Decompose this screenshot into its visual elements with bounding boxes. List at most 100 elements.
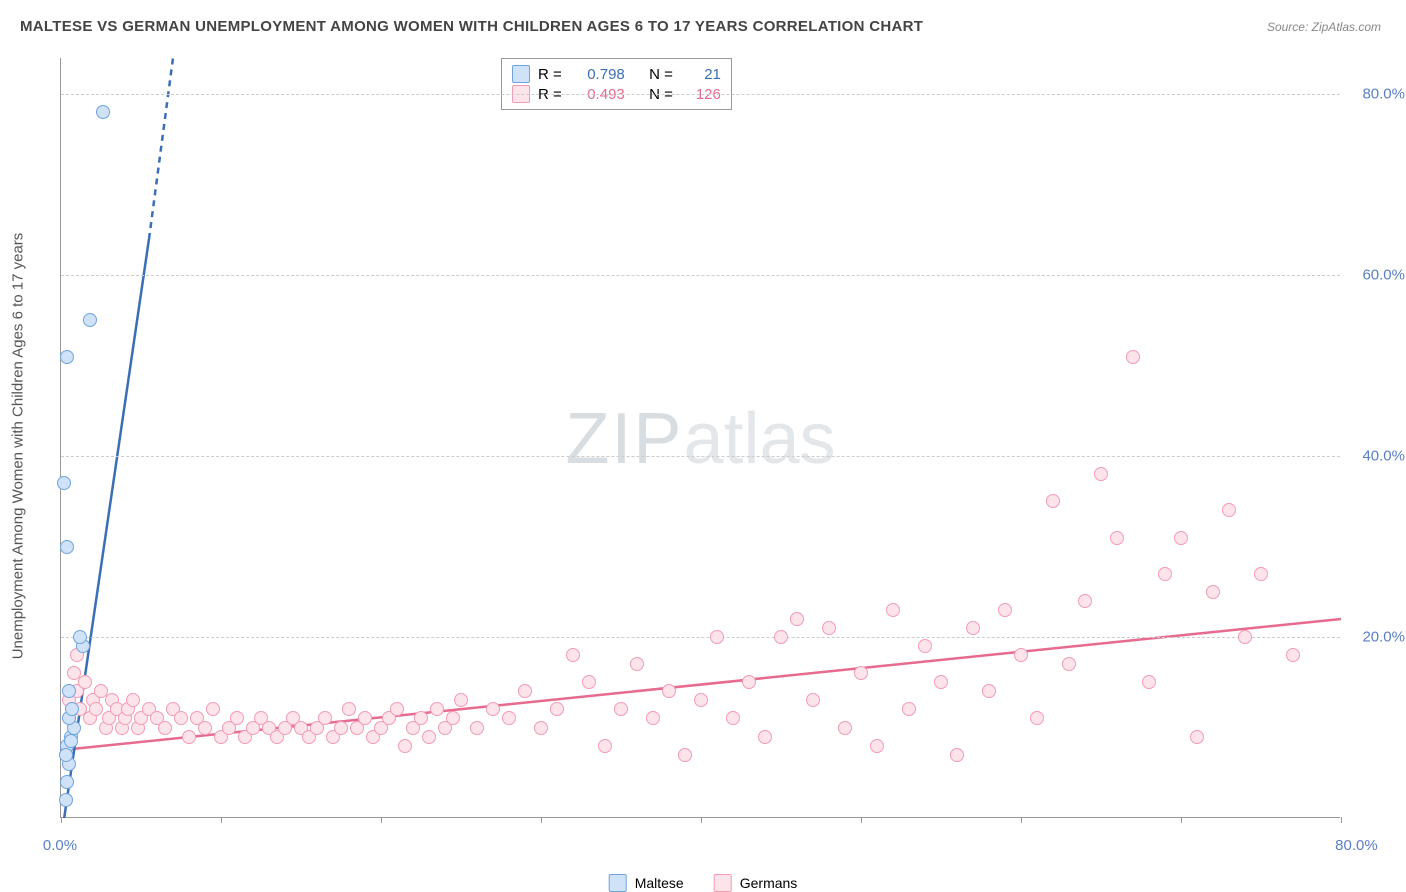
data-point xyxy=(59,793,73,807)
data-point xyxy=(198,721,212,735)
data-point xyxy=(598,739,612,753)
data-point xyxy=(1046,494,1060,508)
plot-area: ZIPatlas R = 0.798 N = 21 R = 0.493 N = … xyxy=(60,58,1340,818)
maltese-n-value: 21 xyxy=(681,66,721,83)
x-tick xyxy=(381,817,382,823)
y-tick-label: 80.0% xyxy=(1362,86,1405,103)
data-point xyxy=(422,730,436,744)
watermark-zip: ZIP xyxy=(565,399,683,479)
data-point xyxy=(60,350,74,364)
data-point xyxy=(998,603,1012,617)
data-point xyxy=(65,702,79,716)
x-tick xyxy=(701,817,702,823)
data-point xyxy=(902,702,916,716)
legend-label-maltese: Maltese xyxy=(635,875,684,891)
data-point xyxy=(1126,350,1140,364)
data-point xyxy=(174,711,188,725)
data-point xyxy=(182,730,196,744)
gridline xyxy=(61,94,1340,95)
data-point xyxy=(982,684,996,698)
legend-item-maltese: Maltese xyxy=(609,874,684,892)
source-prefix: Source: xyxy=(1267,20,1312,34)
data-point xyxy=(822,621,836,635)
data-point xyxy=(1190,730,1204,744)
data-point xyxy=(918,639,932,653)
x-tick xyxy=(61,817,62,823)
data-point xyxy=(550,702,564,716)
data-point xyxy=(534,721,548,735)
x-tick xyxy=(1021,817,1022,823)
y-tick-label: 20.0% xyxy=(1362,629,1405,646)
data-point xyxy=(886,603,900,617)
data-point xyxy=(806,693,820,707)
data-point xyxy=(1174,531,1188,545)
data-point xyxy=(1062,657,1076,671)
data-point xyxy=(758,730,772,744)
data-point xyxy=(1222,503,1236,517)
data-point xyxy=(73,630,87,644)
data-point xyxy=(390,702,404,716)
r-label: R = xyxy=(538,66,562,83)
data-point xyxy=(1206,585,1220,599)
stat-row-maltese: R = 0.798 N = 21 xyxy=(512,65,721,83)
watermark: ZIPatlas xyxy=(565,398,835,480)
data-point xyxy=(342,702,356,716)
source-value: ZipAtlas.com xyxy=(1312,20,1381,34)
legend-item-germans: Germans xyxy=(714,874,798,892)
data-point xyxy=(630,657,644,671)
chart-title: MALTESE VS GERMAN UNEMPLOYMENT AMONG WOM… xyxy=(20,18,923,35)
data-point xyxy=(64,734,78,748)
x-tick xyxy=(221,817,222,823)
data-point xyxy=(694,693,708,707)
x-tick xyxy=(861,817,862,823)
swatch-maltese-legend xyxy=(609,874,627,892)
data-point xyxy=(710,630,724,644)
gridline xyxy=(61,275,1340,276)
data-point xyxy=(582,675,596,689)
data-point xyxy=(446,711,460,725)
legend-label-germans: Germans xyxy=(740,875,798,891)
data-point xyxy=(1030,711,1044,725)
maltese-r-value: 0.798 xyxy=(570,66,625,83)
data-point xyxy=(774,630,788,644)
data-point xyxy=(614,702,628,716)
x-axis-min-label: 0.0% xyxy=(43,837,77,854)
data-point xyxy=(60,540,74,554)
data-point xyxy=(1078,594,1092,608)
data-point xyxy=(358,711,372,725)
data-point xyxy=(454,693,468,707)
data-point xyxy=(662,684,676,698)
data-point xyxy=(726,711,740,725)
data-point xyxy=(518,684,532,698)
data-point xyxy=(1286,648,1300,662)
data-point xyxy=(414,711,428,725)
data-point xyxy=(83,313,97,327)
data-point xyxy=(89,702,103,716)
y-axis-label: Unemployment Among Women with Children A… xyxy=(10,233,27,660)
data-point xyxy=(854,666,868,680)
data-point xyxy=(398,739,412,753)
data-point xyxy=(966,621,980,635)
data-point xyxy=(230,711,244,725)
data-point xyxy=(158,721,172,735)
y-tick-label: 60.0% xyxy=(1362,267,1405,284)
bottom-legend: Maltese Germans xyxy=(609,874,798,892)
data-point xyxy=(678,748,692,762)
source-label: Source: ZipAtlas.com xyxy=(1267,20,1381,34)
watermark-atlas: atlas xyxy=(683,399,835,479)
data-point xyxy=(206,702,220,716)
data-point xyxy=(1014,648,1028,662)
data-point xyxy=(57,476,71,490)
data-point xyxy=(126,693,140,707)
data-point xyxy=(790,612,804,626)
data-point xyxy=(742,675,756,689)
data-point xyxy=(1238,630,1252,644)
data-point xyxy=(1254,567,1268,581)
data-point xyxy=(1142,675,1156,689)
data-point xyxy=(934,675,948,689)
correlation-stats-box: R = 0.798 N = 21 R = 0.493 N = 126 xyxy=(501,58,732,110)
x-tick xyxy=(1341,817,1342,823)
data-point xyxy=(430,702,444,716)
data-point xyxy=(60,775,74,789)
data-point xyxy=(1158,567,1172,581)
